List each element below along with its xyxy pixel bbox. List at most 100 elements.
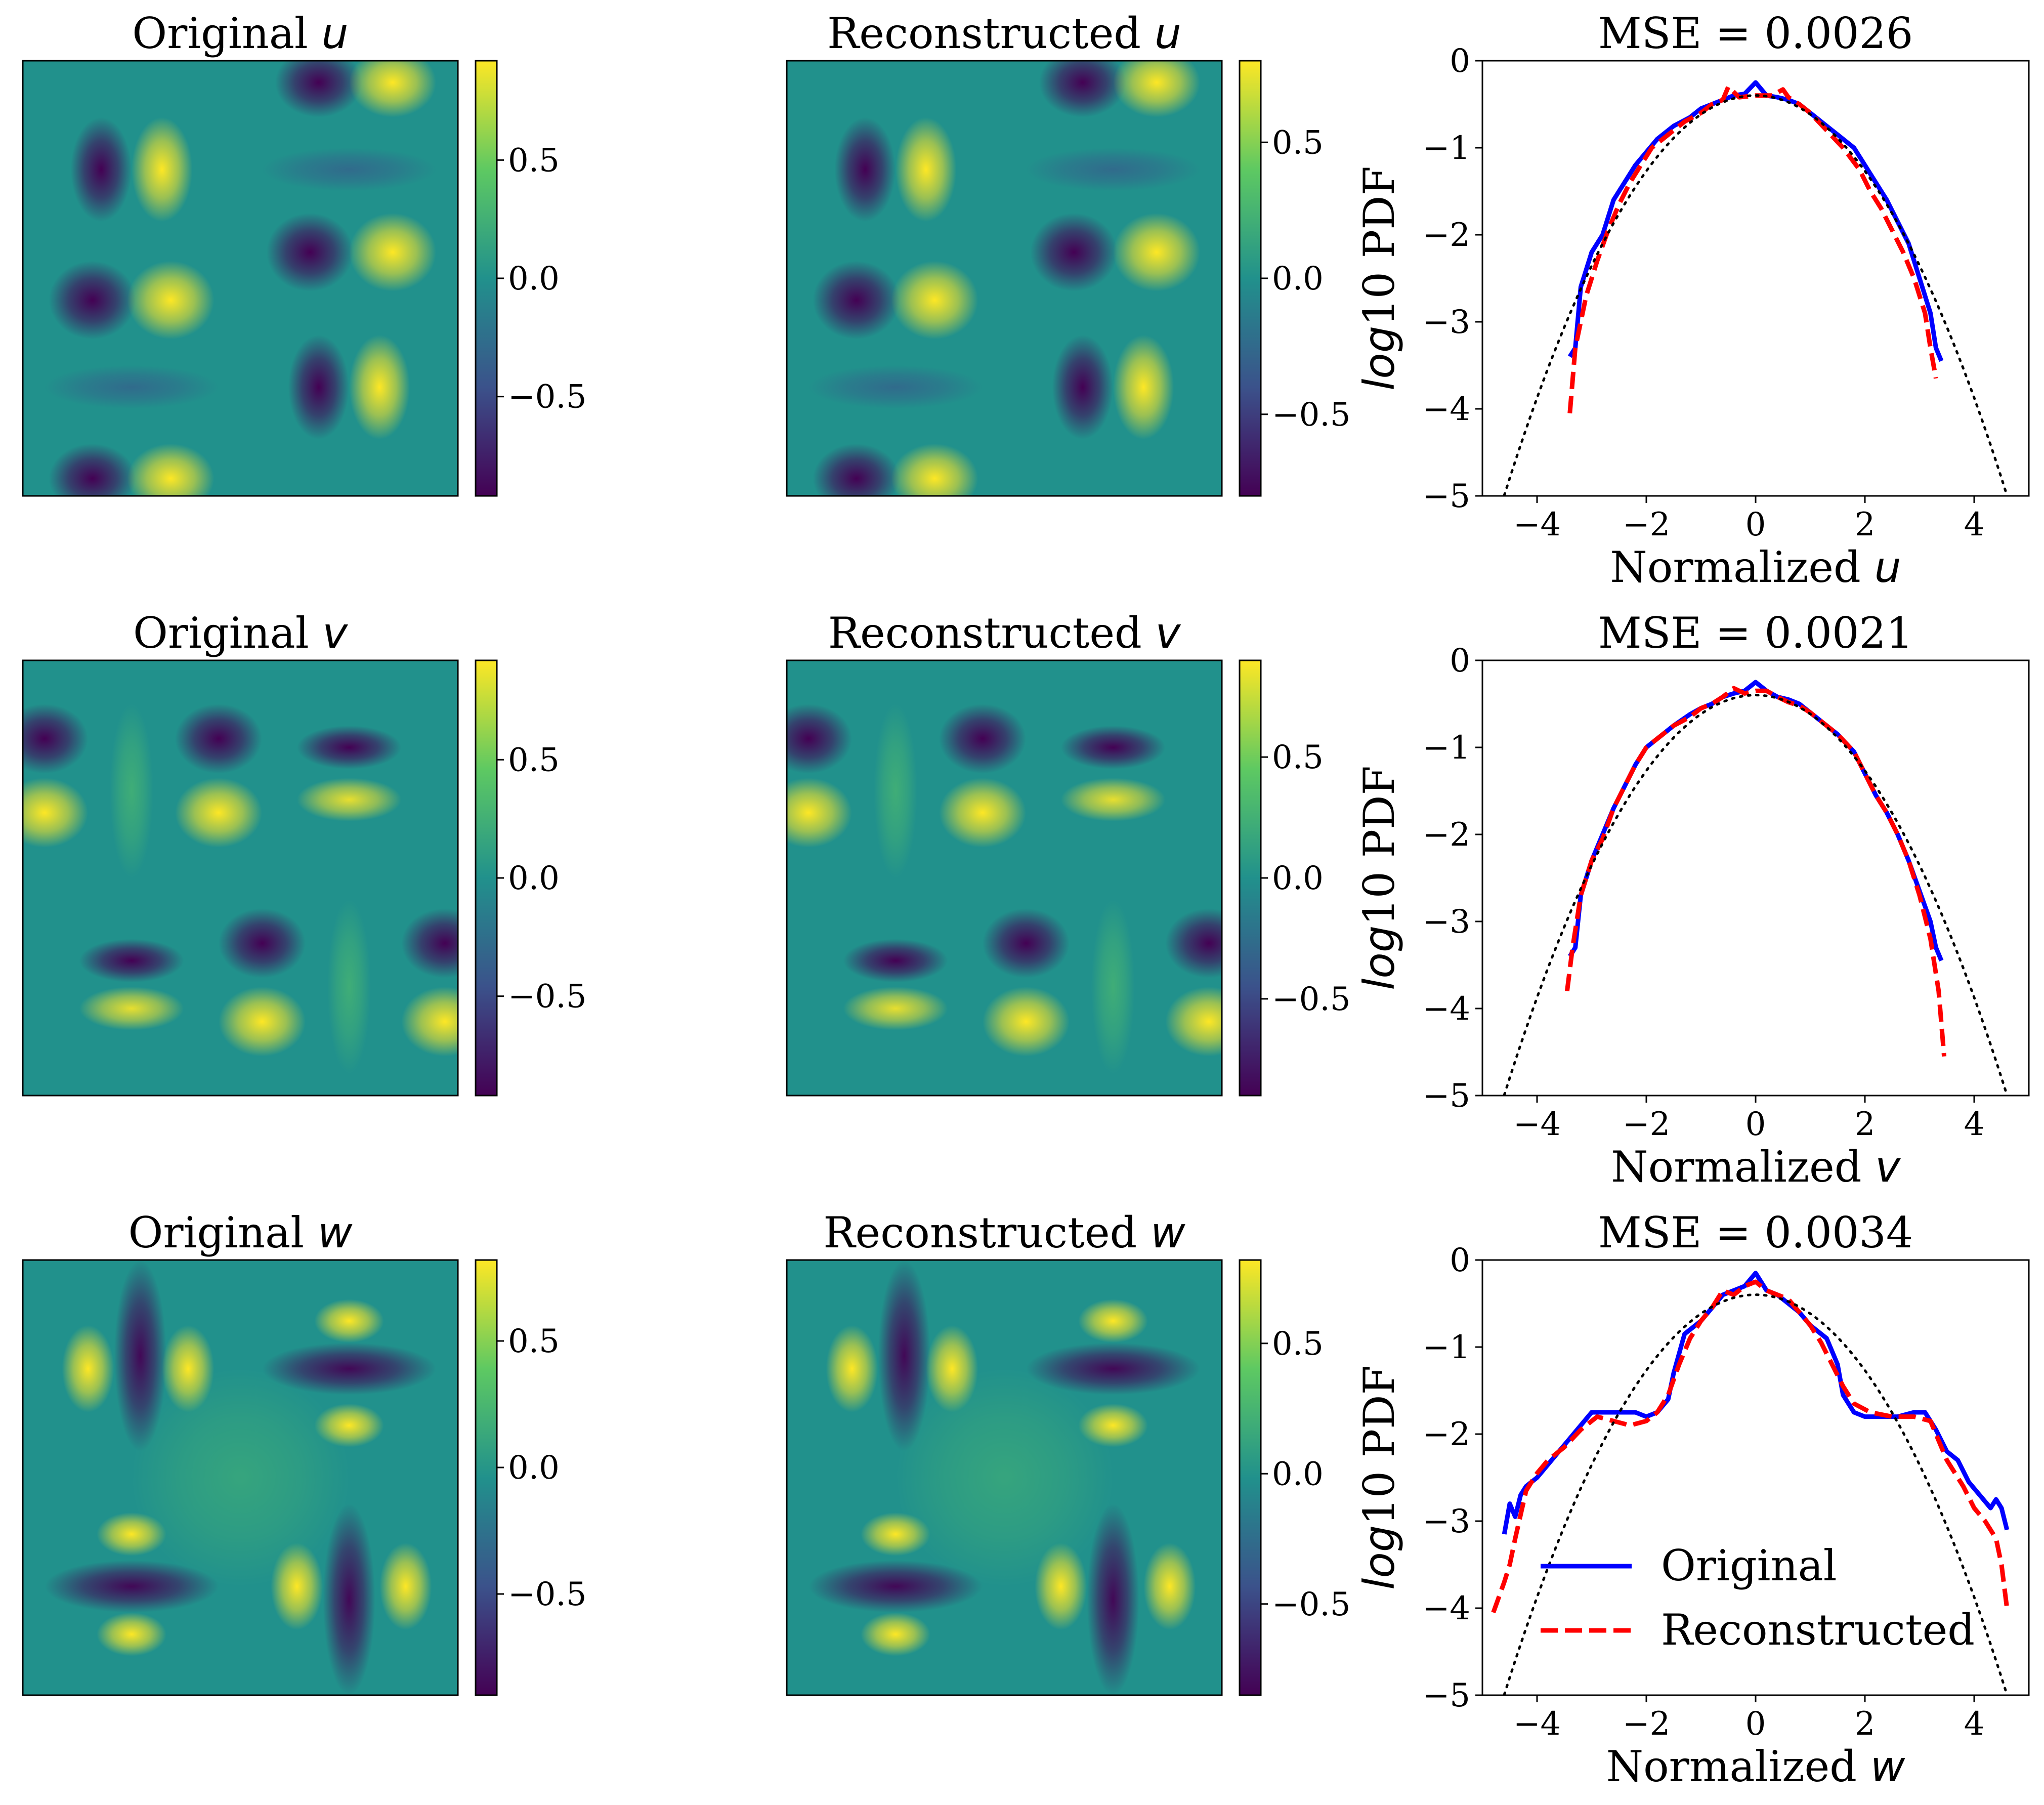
legend: Original Reconstructed (1541, 1541, 1975, 1655)
series-group (1503, 680, 2009, 1096)
panel-title: Reconstructed w (823, 1208, 1185, 1257)
y-tick-label: −4 (1423, 1590, 1470, 1627)
colorbar-gradient (475, 60, 498, 497)
field-blob (813, 261, 900, 340)
colorbar-tick-label: 0.0 (1272, 260, 1324, 298)
field-blob (288, 334, 349, 440)
series-line-original (1502, 1271, 2010, 1535)
panel-title: Reconstructed u (827, 9, 1181, 58)
heatmap-frame (786, 1259, 1223, 1696)
field-blob (983, 987, 1070, 1057)
x-tick-label: −4 (1513, 506, 1561, 543)
x-tick-label: 4 (1964, 506, 1985, 543)
series-line-gaussian (1503, 94, 2009, 496)
field-blob (349, 61, 436, 117)
y-tick-label: −4 (1423, 391, 1470, 428)
y-tick-label: −1 (1423, 729, 1470, 767)
pdf-panel-0: MSE = 0.0026 −4 −2 0 2 4 0 −1 −2 −3 −4 −5 Normalized… (1354, 9, 2030, 592)
y-axis-label: log10 PDF (1354, 766, 1404, 990)
field-blob (23, 704, 88, 774)
x-tick-label: −2 (1623, 1106, 1670, 1143)
field-image (787, 660, 1222, 1096)
x-tick-label: −4 (1513, 1106, 1561, 1143)
field-blob (939, 704, 1026, 774)
y-tick-label: −4 (1423, 990, 1470, 1028)
field-blob (1060, 726, 1166, 769)
heatmap-reconstructed-v: Reconstructed v 0.5 0.0 −0.5 (786, 608, 1350, 1097)
x-label-prefix: Normalized (1610, 542, 1874, 592)
title-variable: w (318, 1208, 353, 1257)
x-label-variable: v (1875, 1142, 1901, 1192)
field-blob (1087, 1503, 1139, 1695)
heatmap-original-w: Original w 0.5 0.0 −0.5 (22, 1208, 586, 1696)
field-blob (349, 213, 436, 291)
field-blob (219, 987, 306, 1057)
title-variable: v (1156, 608, 1181, 658)
legend-original-label: Original (1661, 1541, 1837, 1590)
field-blob (891, 443, 978, 496)
heatmap-frame (22, 659, 459, 1097)
title-prefix: Reconstructed (828, 608, 1156, 658)
colorbar-gradient (475, 659, 498, 1097)
field-blob (1143, 1543, 1196, 1630)
pdf-panel-1: MSE = 0.0021 −4 −2 0 2 4 0 −1 −2 −3 −4 −5 Normalized… (1354, 608, 2030, 1192)
x-tick-label: 4 (1964, 1705, 1985, 1743)
x-label-prefix: Normalized (1606, 1742, 1870, 1791)
series-line-original (1567, 80, 1944, 362)
colorbar: 0.5 0.0 −0.5 (475, 60, 586, 497)
colorbar: 0.5 0.0 −0.5 (1239, 60, 1350, 497)
colorbar-tick-label: 0.5 (1272, 739, 1324, 776)
y-tick-label: −2 (1423, 816, 1470, 854)
y-tick-label: 0 (1450, 1242, 1470, 1279)
field-blob (1060, 778, 1166, 822)
field-blob (175, 704, 262, 774)
field-blob (861, 1612, 930, 1656)
colorbar-tick-label: 0.0 (508, 1449, 560, 1487)
colorbar: 0.5 0.0 −0.5 (475, 659, 586, 1097)
field-blob (79, 939, 184, 983)
field-blob (834, 117, 896, 222)
title-prefix: Reconstructed (823, 1208, 1151, 1257)
pdf-panel-2: MSE = 0.0034 −4 −2 0 2 4 0 −1 −2 −3 −4 −5 Normalized… (1354, 1208, 2030, 1791)
field-blob (808, 1560, 983, 1613)
field-blob (379, 1543, 432, 1630)
x-tick-label: 2 (1855, 1106, 1876, 1143)
x-tick-label: 2 (1855, 1705, 1876, 1743)
colorbar-gradient (475, 1259, 498, 1696)
field-blob (1113, 334, 1174, 440)
title-prefix: Reconstructed (827, 9, 1155, 58)
field-blob (49, 443, 136, 496)
field-blob (1165, 908, 1222, 978)
y-tick-label: −5 (1423, 1677, 1470, 1714)
field-blob (70, 117, 132, 222)
field-blob (175, 778, 262, 848)
heatmap-frame (786, 659, 1223, 1097)
series-group (1503, 80, 2009, 496)
field-blob (787, 778, 852, 848)
field-blob (1078, 1299, 1148, 1343)
colorbar-tick-label: 0.0 (1272, 1455, 1324, 1493)
series-group (1491, 1271, 2010, 1695)
field-blob (132, 117, 193, 222)
x-axis-label: Normalized w (1606, 1742, 1905, 1791)
field-blob (1026, 1342, 1200, 1395)
pdf-axes-frame (1481, 60, 2030, 497)
field-blob (323, 1503, 375, 1695)
field-image (23, 660, 458, 1096)
field-blob (314, 1299, 384, 1343)
x-tick-label: −2 (1623, 506, 1670, 543)
field-blob (262, 1342, 436, 1395)
y-tick-label: −3 (1423, 1503, 1470, 1540)
colorbar-tick-label: −0.5 (1272, 1586, 1350, 1623)
colorbar-tick-label: −0.5 (1272, 396, 1350, 434)
pdf-title: MSE = 0.0021 (1598, 608, 1913, 658)
panel-title: Original v (133, 608, 348, 658)
field-blob (787, 704, 852, 774)
field-blob (127, 443, 215, 496)
y-tick-label: −3 (1423, 304, 1470, 341)
colorbar-tick-label: −0.5 (508, 1576, 586, 1613)
field-blob (1113, 61, 1200, 117)
colorbar-tick-label: 0.5 (508, 1323, 560, 1360)
y-label-rest: 10 PDF (1354, 166, 1404, 326)
